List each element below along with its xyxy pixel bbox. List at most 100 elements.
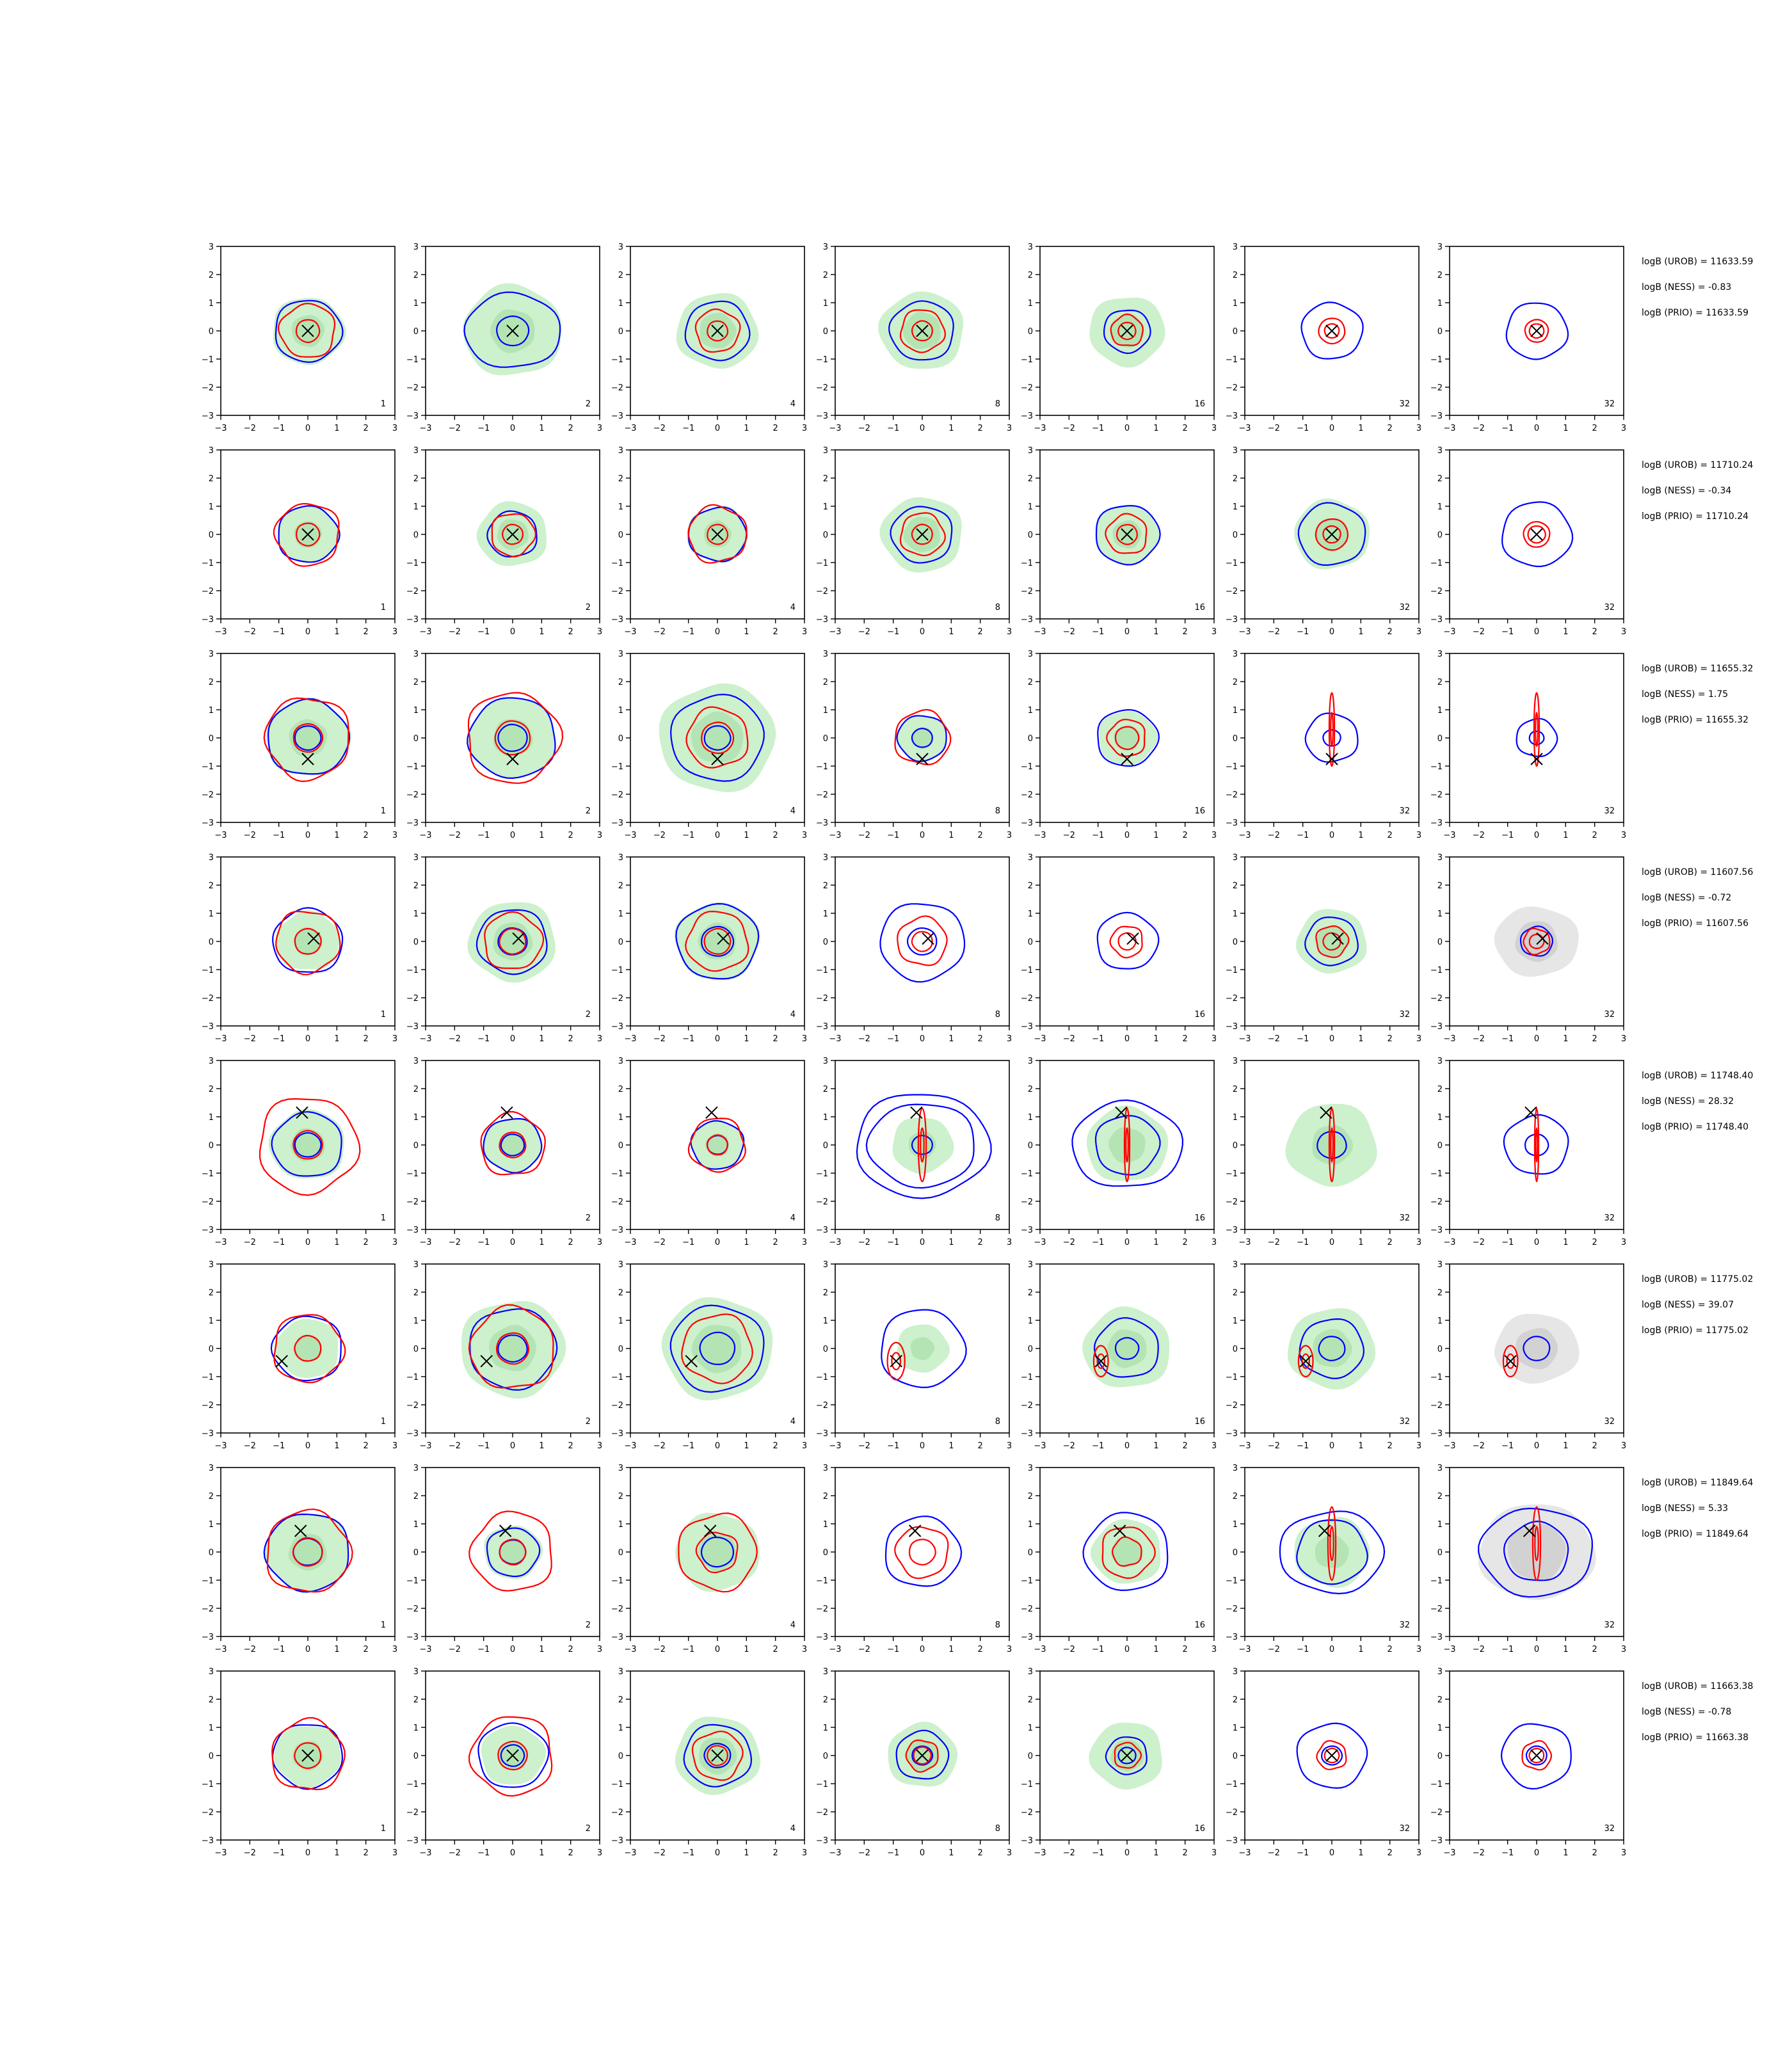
- green-density-core: [698, 1534, 737, 1572]
- y-tick-label: 0: [1233, 1141, 1238, 1151]
- panel-plot-area: [467, 902, 556, 983]
- blue-contour: [890, 506, 953, 564]
- x-tick-label: 3: [1621, 1238, 1626, 1247]
- x-tick-label: 2: [1592, 1645, 1597, 1654]
- x-tick-label: 3: [392, 1848, 397, 1858]
- x-tick-label: −1: [1501, 627, 1514, 637]
- y-tick-label: −3: [406, 1022, 419, 1032]
- panel-plot-area: [675, 1512, 760, 1593]
- y-tick-label: −1: [406, 355, 419, 365]
- panel-corner-label: 32: [1399, 1417, 1410, 1427]
- true-value-marker: [307, 932, 320, 945]
- x-tick-label: 1: [744, 1238, 749, 1247]
- y-tick-label: 3: [209, 650, 214, 659]
- red-contour: [263, 697, 349, 783]
- x-tick-label: 0: [1534, 1645, 1539, 1654]
- y-tick-label: 1: [823, 502, 828, 512]
- y-tick-label: 0: [209, 734, 214, 744]
- y-tick-label: 2: [1437, 474, 1443, 484]
- y-tick-label: 3: [1028, 650, 1033, 659]
- row-stat-label: logB (PRIO) = 11748.40: [1642, 1122, 1748, 1132]
- y-tick-label: 3: [618, 1260, 623, 1270]
- y-tick-label: −3: [406, 1226, 419, 1235]
- y-tick-label: 0: [1437, 1345, 1443, 1354]
- panel-corner-label: 16: [1194, 806, 1205, 816]
- blue-contour: [1321, 1745, 1343, 1766]
- blue-contour: [272, 907, 344, 973]
- x-tick-label: −1: [682, 831, 694, 840]
- x-tick-label: 1: [1358, 1645, 1363, 1654]
- y-tick-label: 3: [209, 243, 214, 252]
- x-tick-label: 2: [364, 1645, 369, 1654]
- y-tick-label: 2: [1028, 271, 1033, 280]
- red-contour: [1523, 927, 1551, 956]
- x-tick-label: −3: [1238, 1034, 1251, 1044]
- y-tick-label: −3: [1226, 412, 1238, 421]
- y-tick-label: −2: [406, 383, 419, 393]
- x-tick-label: 0: [1124, 627, 1130, 637]
- x-tick-label: 3: [802, 1848, 807, 1858]
- red-contour: [1315, 518, 1349, 551]
- x-tick-label: −3: [214, 627, 227, 637]
- panel-corner-label: 8: [995, 1417, 1000, 1427]
- x-tick-label: −1: [1092, 1645, 1104, 1654]
- x-tick-label: 1: [1563, 1441, 1568, 1451]
- blue-contour: [500, 1744, 525, 1767]
- x-tick-label: 2: [773, 424, 778, 433]
- blue-contour: [1500, 1723, 1572, 1790]
- panel-corner-label: 2: [586, 806, 591, 816]
- y-tick-label: 1: [618, 299, 623, 308]
- x-tick-label: −2: [1063, 424, 1075, 433]
- y-tick-label: −3: [611, 1836, 623, 1846]
- y-tick-label: −1: [1226, 1576, 1238, 1586]
- panel-r1-c6: −3 3 −2 2 −1 1 0 0 1 −1 2 −2 3 −3 32: [1226, 243, 1421, 433]
- y-tick-label: −1: [1021, 1780, 1033, 1789]
- y-tick-label: 3: [1233, 1464, 1238, 1473]
- red-contour: [294, 1742, 322, 1770]
- y-tick-label: 3: [618, 446, 623, 456]
- y-tick-label: 1: [413, 909, 419, 919]
- y-tick-label: 1: [1028, 1316, 1033, 1326]
- x-tick-label: 2: [1592, 1034, 1597, 1044]
- x-tick-label: −1: [1092, 424, 1104, 433]
- x-tick-label: −1: [1092, 1034, 1104, 1044]
- panel-r2-c5: −3 3 −2 2 −1 1 0 0 1 −1 2 −2 3 −3 16: [1021, 446, 1217, 637]
- x-tick-label: 3: [1416, 1034, 1421, 1044]
- x-tick-label: −3: [1238, 831, 1251, 840]
- x-tick-label: 0: [510, 1034, 515, 1044]
- x-tick-label: −2: [653, 627, 666, 637]
- red-contour: [468, 1304, 554, 1389]
- y-tick-label: 1: [1028, 909, 1033, 919]
- y-tick-label: −1: [1226, 762, 1238, 772]
- y-tick-label: 2: [618, 1085, 623, 1094]
- red-contour: [911, 524, 933, 545]
- panel-corner-label: 1: [381, 806, 386, 816]
- green-density-core: [911, 1337, 934, 1361]
- x-tick-label: 0: [305, 1645, 310, 1654]
- x-tick-label: 3: [1416, 1441, 1421, 1451]
- panel-corner-label: 2: [586, 399, 591, 409]
- x-tick-label: 3: [1416, 831, 1421, 840]
- x-tick-label: −2: [653, 1034, 666, 1044]
- y-tick-label: −3: [202, 1226, 214, 1235]
- panel-r5-c4: −3 3 −2 2 −1 1 0 0 1 −1 2 −2 3 −3 8: [816, 1057, 1012, 1247]
- red-contour: [266, 1508, 353, 1593]
- red-contour: [271, 1716, 346, 1791]
- red-contour: [259, 1098, 361, 1196]
- red-contour: [899, 309, 947, 353]
- y-tick-label: −1: [202, 762, 214, 772]
- blue-contour: [278, 505, 340, 563]
- panel-corner-label: 4: [790, 1417, 796, 1427]
- blue-contour: [1297, 502, 1366, 566]
- y-tick-label: −2: [1430, 1197, 1443, 1207]
- y-tick-label: −3: [1430, 1633, 1443, 1642]
- y-tick-label: 2: [1437, 271, 1443, 280]
- red-contour: [273, 502, 340, 567]
- x-tick-label: 1: [948, 424, 954, 433]
- row-stat-label: logB (NESS) = 1.75: [1642, 689, 1728, 700]
- panel-plot-area: [661, 1297, 773, 1401]
- red-contour: [1528, 1747, 1545, 1764]
- red-contour: [687, 504, 748, 564]
- y-tick-label: 0: [618, 734, 623, 744]
- red-contour: [1524, 319, 1549, 343]
